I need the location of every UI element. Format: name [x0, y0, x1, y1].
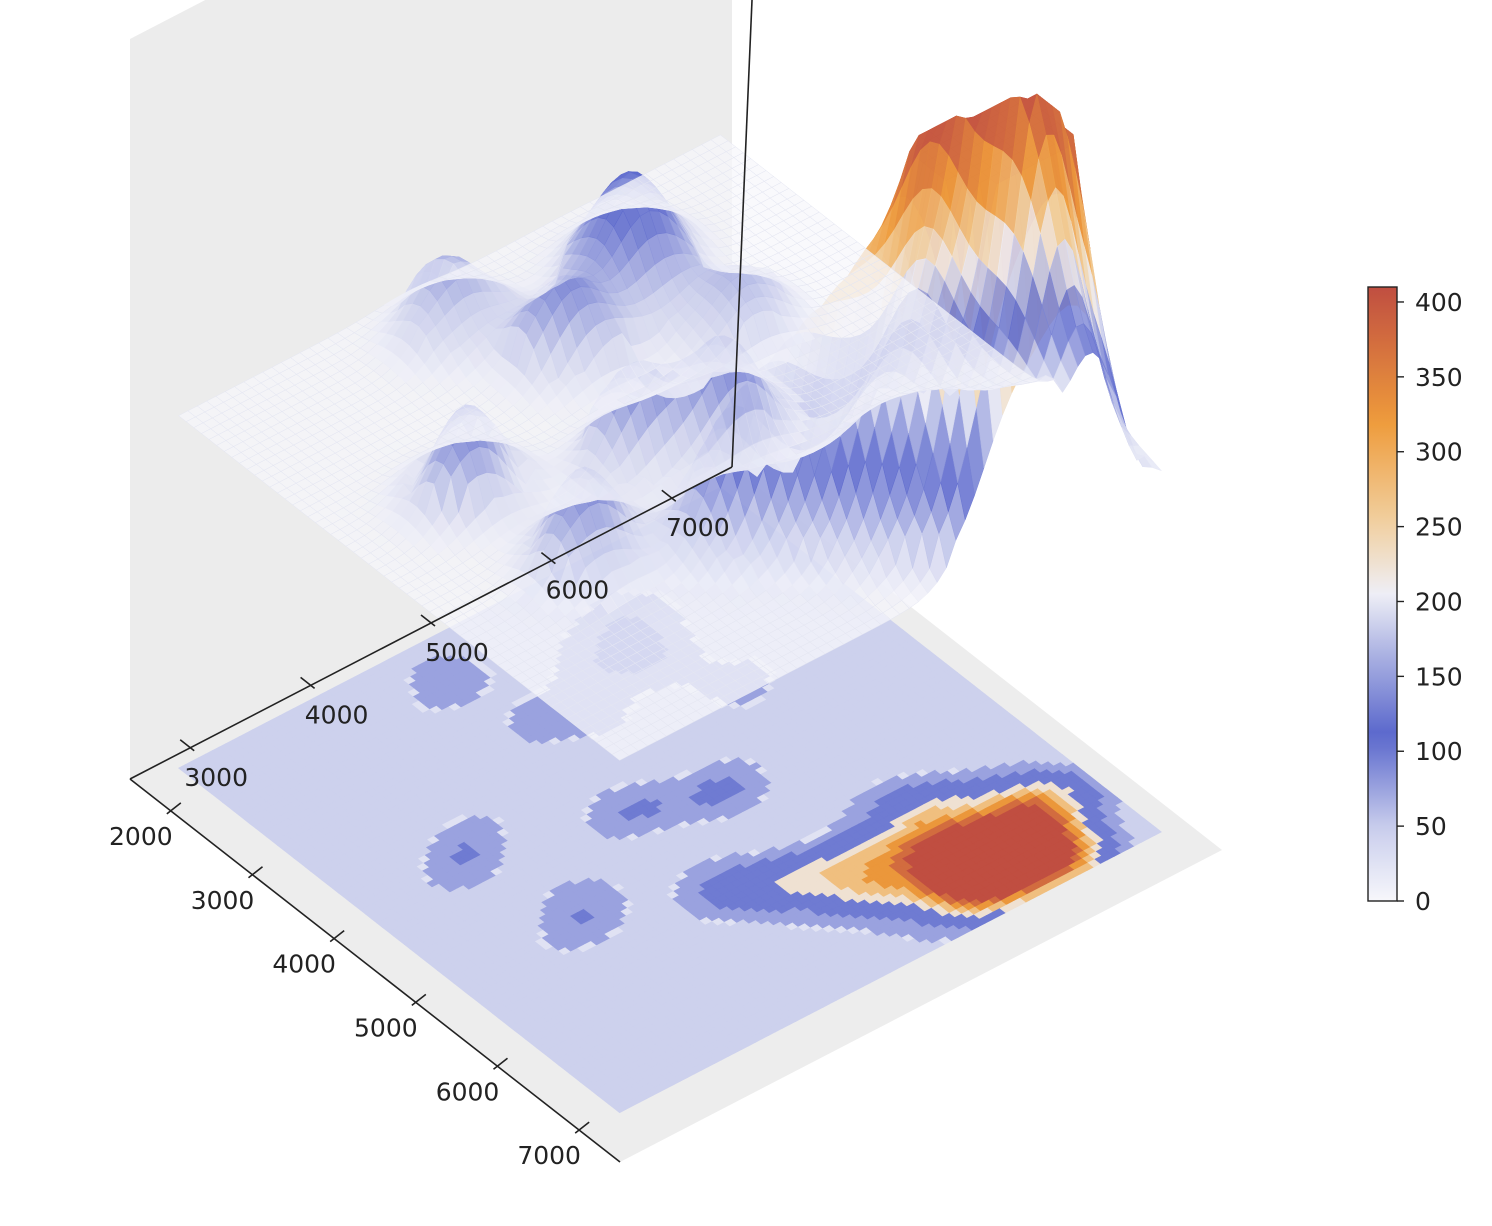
surface-figure: 2000300040005000600070003000400050006000… [109, 0, 1463, 1170]
